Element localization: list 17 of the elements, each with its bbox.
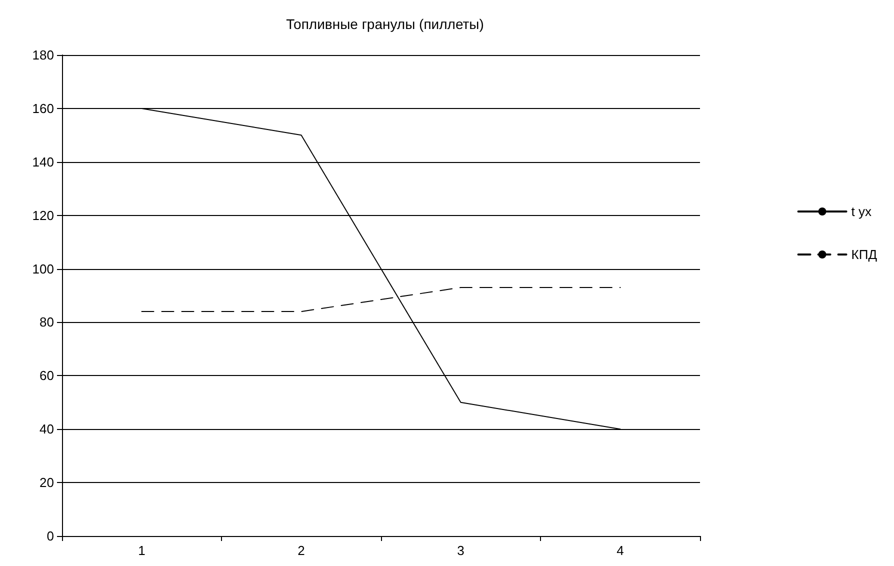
y-tick-label: 60 [40,368,54,384]
y-tick-label: 40 [40,422,54,437]
chart-title: Топливные гранулы (пиллеты) [286,16,484,32]
y-tick-label: 80 [40,314,54,330]
x-tick-label: 2 [298,543,305,558]
legend-label: КПД [851,247,878,262]
y-tick-label: 160 [32,100,54,116]
y-tick-label: 100 [32,261,54,276]
legend-label: t ух [851,204,872,219]
x-tick-label: 3 [457,543,464,558]
y-tick-label: 180 [32,48,54,62]
y-tick-label: 0 [46,528,54,544]
y-tick-label: 140 [32,154,54,170]
y-tick-label: 20 [40,475,54,490]
x-tick-label: 1 [138,543,146,558]
y-tick-label: 120 [32,208,54,223]
x-tick-label: 4 [616,543,624,558]
